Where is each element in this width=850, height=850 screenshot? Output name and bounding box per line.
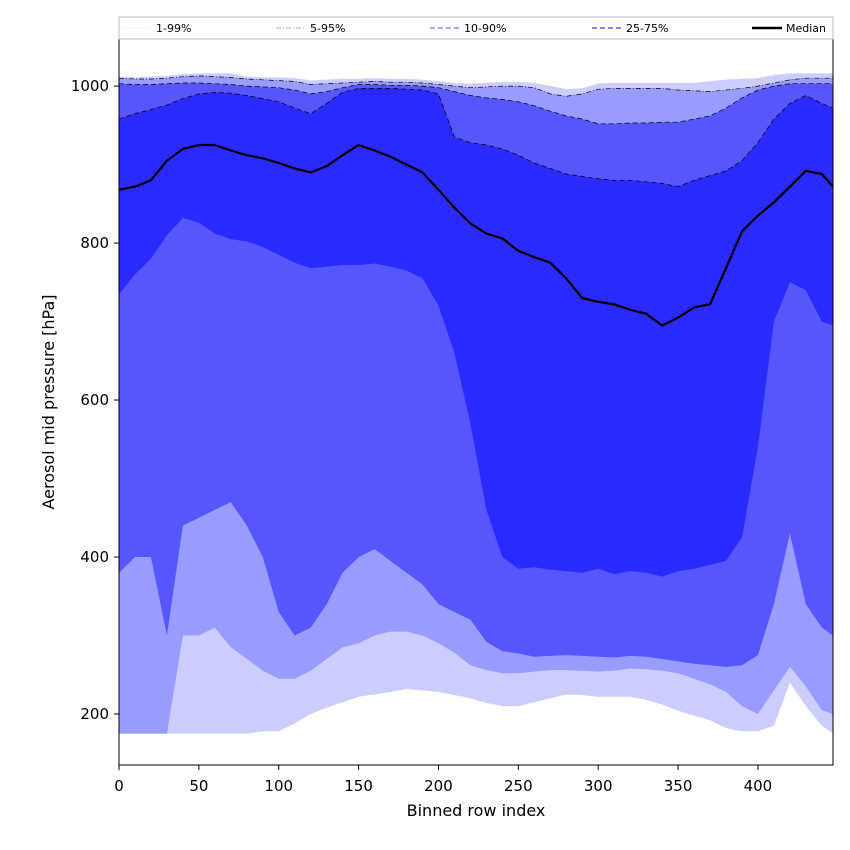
median-line <box>119 143 833 327</box>
median-lines <box>119 143 833 327</box>
y-tick-label: 400 <box>80 548 109 566</box>
legend-label: 25-75% <box>626 22 668 35</box>
legend-item-p5_95: 5-95% <box>276 22 345 35</box>
y-tick-label: 200 <box>80 705 109 723</box>
percentile-bands <box>119 73 833 734</box>
x-tick-label: 150 <box>344 777 373 795</box>
y-tick-label: 1000 <box>71 77 109 95</box>
percentile-band-edges <box>119 73 833 187</box>
band-edge-p25_75 <box>119 88 833 187</box>
x-tick-label: 250 <box>504 777 533 795</box>
legend-item-p25_75: 25-75% <box>592 22 668 35</box>
legend-label: 1-99% <box>156 22 191 35</box>
legend-item-median: Median <box>752 22 826 35</box>
x-tick-label: 100 <box>264 777 293 795</box>
x-tick-label: 50 <box>189 777 208 795</box>
x-tick-label: 350 <box>664 777 693 795</box>
legend-label: Median <box>786 22 826 35</box>
y-tick-label: 600 <box>80 391 109 409</box>
band-edge-p5_95 <box>119 75 833 97</box>
legend-item-p10_90: 10-90% <box>430 22 506 35</box>
y-tick-label: 800 <box>80 234 109 252</box>
band-edge-p10_90 <box>119 82 833 125</box>
y-axis-label: Aerosol mid pressure [hPa] <box>39 294 58 509</box>
band-p25_75 <box>119 88 833 577</box>
band-edge-p1_99 <box>119 73 833 90</box>
legend: 1-99% 5-95% 10-90% 25-75% Median <box>118 16 834 40</box>
x-axis-label: Binned row index <box>407 801 546 820</box>
x-tick-label: 400 <box>744 777 773 795</box>
x-axis-ticks: 0 50 100 150 200 250 300 350 400 <box>114 765 772 795</box>
y-axis-ticks: 200 400 600 800 1000 <box>71 77 119 723</box>
x-tick-label: 300 <box>584 777 613 795</box>
legend-item-p1_99: 1-99% <box>122 22 191 35</box>
legend-label: 5-95% <box>310 22 345 35</box>
legend-label: 10-90% <box>464 22 506 35</box>
x-tick-label: 200 <box>424 777 453 795</box>
x-tick-label: 0 <box>114 777 124 795</box>
legend-frame <box>118 16 834 40</box>
